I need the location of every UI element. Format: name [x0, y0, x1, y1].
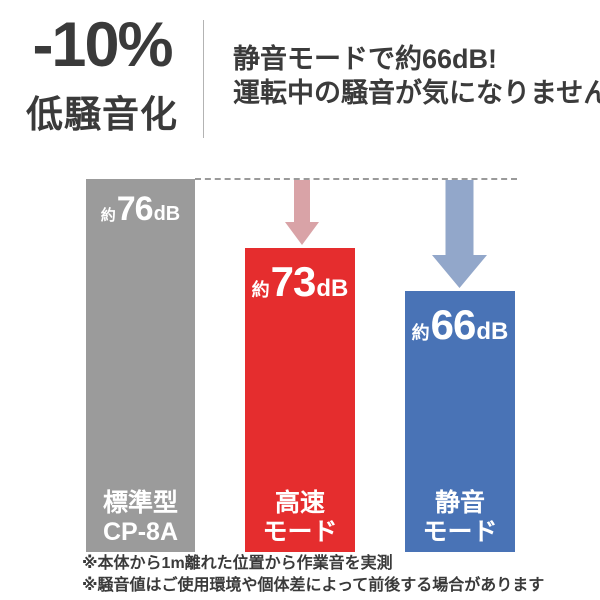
bar-label-line1: 静音 [434, 489, 485, 517]
value-number: 73 [270, 258, 317, 305]
value-number: 66 [430, 301, 477, 348]
bar-quiet-value: 約 66 dB [405, 304, 515, 346]
down-arrow-shape [285, 180, 319, 245]
bar-label-line1: 高速 [274, 489, 325, 517]
value-unit: dB [153, 203, 181, 225]
bar-high-speed-mode: 約 73 dB 高速 モード [245, 248, 355, 552]
bar-quiet-mode: 約 66 dB 静音 モード [405, 291, 515, 552]
percent-label: -10% [32, 10, 173, 80]
bar-label-line2: モード [262, 518, 338, 546]
down-arrow-shape [432, 180, 487, 288]
footnotes: ※本体から1m離れた位置から作業音を実測 ※騒音値はご使用環境や個体差によって前… [82, 553, 544, 597]
value-number: 76 [116, 190, 154, 228]
bar-label-line2: モード [422, 518, 498, 546]
bar-high-speed-label: 高速 モード [245, 489, 355, 547]
bar-label-line1: 標準型 [102, 489, 178, 517]
down-arrow-icon [432, 180, 487, 288]
headline: 静音モードで約66dB! 運転中の騒音が気になりません。 [233, 42, 600, 110]
reference-dashed-line [195, 178, 517, 180]
value-unit: dB [316, 275, 349, 302]
bar-high-speed-value: 約 73 dB [245, 261, 355, 303]
headline-line2: 運転中の騒音が気になりません。 [233, 78, 600, 108]
value-unit: dB [476, 318, 509, 345]
value-prefix: 約 [411, 323, 430, 343]
header-divider [203, 20, 204, 138]
down-arrow-icon [285, 180, 319, 245]
headline-line1: 静音モードで約66dB! [233, 44, 498, 74]
noise-reduction-label: 低騒音化 [26, 94, 178, 135]
bar-quiet-label: 静音 モード [405, 489, 515, 547]
bar-standard-value: 約 76 dB [86, 192, 195, 226]
footnote-disclaimer: ※騒音値はご使用環境や個体差によって前後する場合があります [82, 577, 545, 594]
bar-standard: 約 76 dB 標準型 CP-8A [86, 179, 195, 552]
footnote-measurement: ※本体から1m離れた位置から作業音を実測 [82, 555, 393, 572]
bar-standard-label: 標準型 CP-8A [86, 489, 195, 547]
value-prefix: 約 [251, 280, 270, 300]
value-prefix: 約 [100, 207, 116, 224]
bar-label-line2: CP-8A [102, 518, 178, 546]
